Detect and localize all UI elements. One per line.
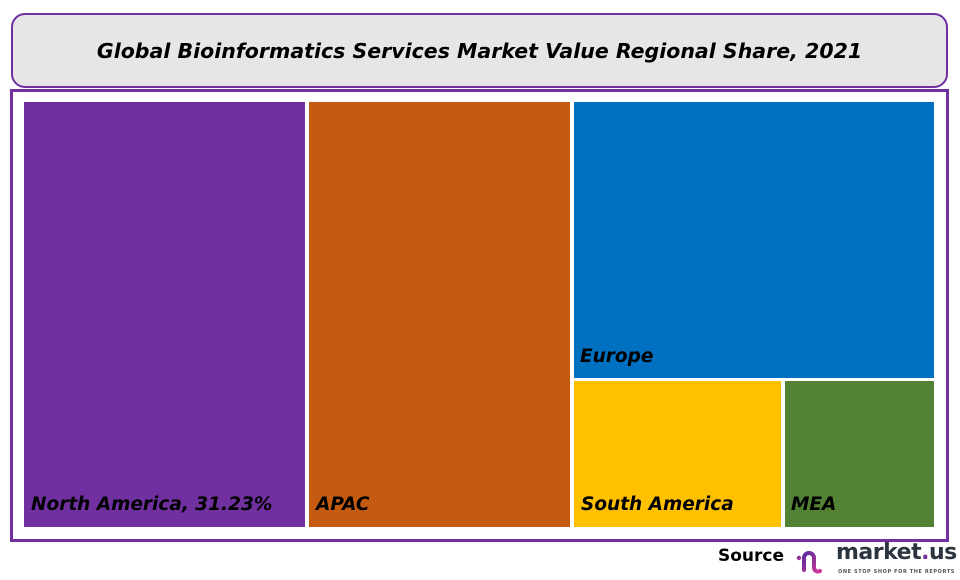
tile-apac: APAC <box>309 102 570 527</box>
brand-dot: . <box>921 540 929 565</box>
tile-label-north-america: North America, 31.23% <box>31 494 273 515</box>
chart-title-box: Global Bioinformatics Services Market Va… <box>11 13 948 88</box>
tile-label-mea: MEA <box>791 494 837 515</box>
market-us-logo-icon <box>796 548 829 574</box>
brand-name-text: market <box>836 540 922 565</box>
tile-label-south-america: South America <box>581 494 734 515</box>
tile-label-apac: APAC <box>316 494 370 515</box>
tile-europe: Europe <box>574 102 934 378</box>
brand-tagline: ONE STOP SHOP FOR THE REPORTS <box>838 569 955 575</box>
tile-label-europe: Europe <box>580 346 654 367</box>
chart-title: Global Bioinformatics Services Market Va… <box>96 38 863 63</box>
tile-mea: MEA <box>785 381 934 527</box>
source-label: Source <box>718 546 785 566</box>
brand-name: market.us <box>836 540 957 565</box>
brand-tld: us <box>928 540 957 565</box>
tile-north-america: North America, 31.23% <box>24 102 305 527</box>
tile-south-america: South America <box>574 381 781 527</box>
